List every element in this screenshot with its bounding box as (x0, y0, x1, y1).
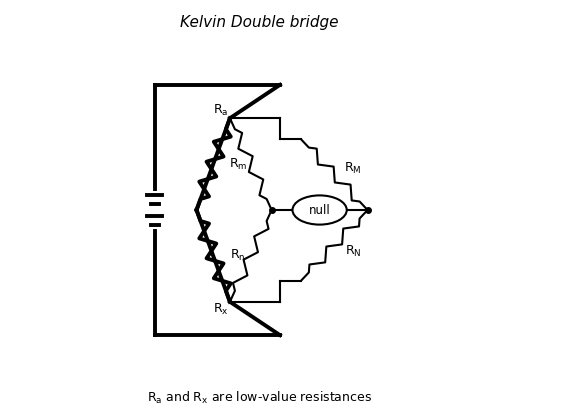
Text: R$_\mathrm{M}$: R$_\mathrm{M}$ (344, 161, 362, 176)
Text: Kelvin Double bridge: Kelvin Double bridge (180, 15, 338, 30)
Text: R$_\mathrm{x}$: R$_\mathrm{x}$ (213, 302, 229, 317)
Text: R$_\mathrm{a}$: R$_\mathrm{a}$ (213, 103, 228, 118)
Text: R$_\mathrm{N}$: R$_\mathrm{N}$ (345, 244, 362, 259)
Text: R$_\mathrm{n}$: R$_\mathrm{n}$ (230, 248, 246, 263)
Text: R$_\mathrm{m}$: R$_\mathrm{m}$ (229, 157, 247, 172)
Text: null: null (309, 204, 331, 216)
Text: R$_\mathrm{a}$ and R$_\mathrm{x}$ are low-value resistances: R$_\mathrm{a}$ and R$_\mathrm{x}$ are lo… (147, 390, 371, 406)
Ellipse shape (292, 195, 347, 225)
